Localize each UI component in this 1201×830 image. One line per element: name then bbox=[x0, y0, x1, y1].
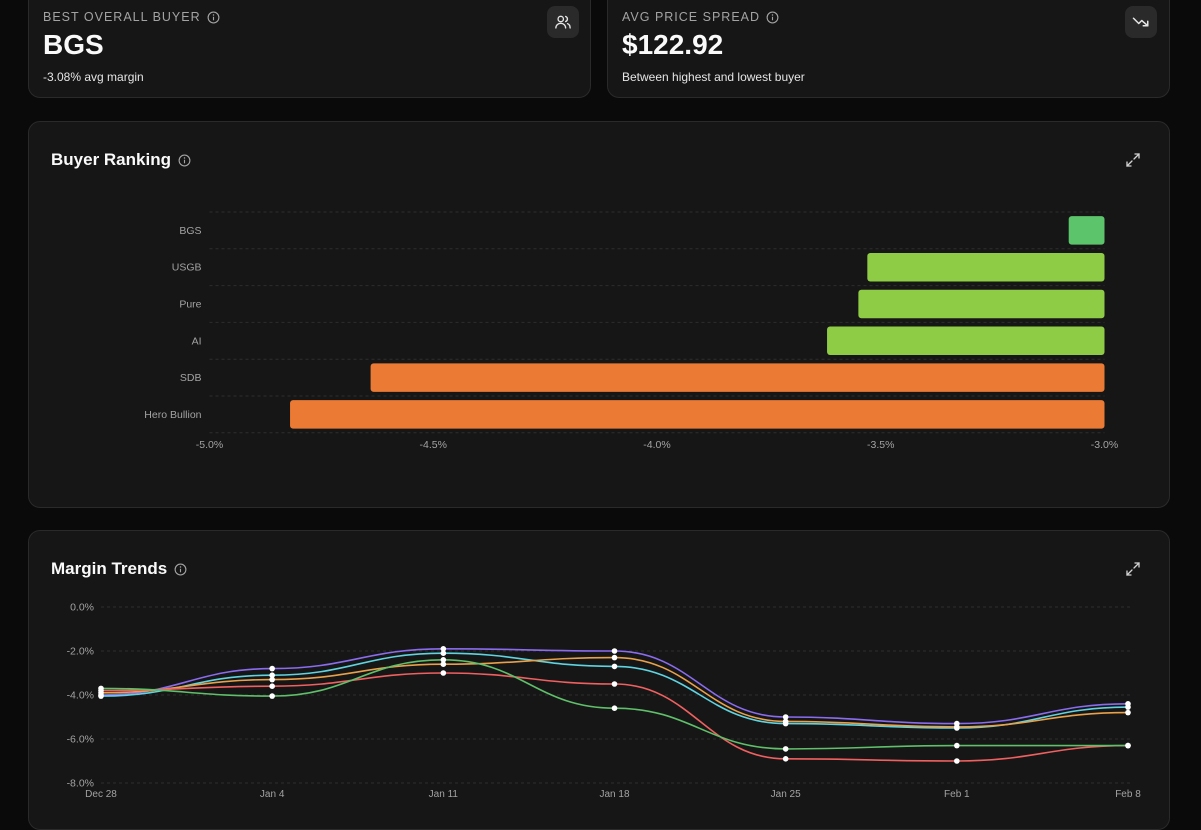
margin-trends-title: Margin Trends bbox=[51, 559, 187, 579]
info-icon[interactable] bbox=[207, 11, 220, 24]
best-buyer-margin: -3.08% avg margin bbox=[43, 70, 144, 84]
price-spread-card: AVG PRICE SPREAD $122.92 Between highest… bbox=[607, 0, 1170, 98]
trending-down-icon[interactable] bbox=[1125, 6, 1157, 38]
info-icon[interactable] bbox=[174, 563, 187, 576]
buyer-ranking-panel: Buyer Ranking bbox=[28, 121, 1170, 508]
info-icon[interactable] bbox=[766, 11, 779, 24]
buyer-ranking-title: Buyer Ranking bbox=[51, 150, 191, 170]
price-spread-value: $122.92 bbox=[622, 29, 724, 60]
info-icon[interactable] bbox=[178, 154, 191, 167]
users-icon[interactable] bbox=[547, 6, 579, 38]
price-spread-description: Between highest and lowest buyer bbox=[622, 70, 805, 84]
best-buyer-value: BGS bbox=[43, 29, 104, 60]
expand-icon[interactable] bbox=[1125, 152, 1141, 168]
best-buyer-card: BEST OVERALL BUYER BGS -3.08% avg margin bbox=[28, 0, 591, 98]
margin-trends-panel: Margin Trends bbox=[28, 530, 1170, 830]
price-spread-label: AVG PRICE SPREAD bbox=[622, 10, 779, 24]
expand-icon[interactable] bbox=[1125, 561, 1141, 577]
best-buyer-label: BEST OVERALL BUYER bbox=[43, 10, 220, 24]
